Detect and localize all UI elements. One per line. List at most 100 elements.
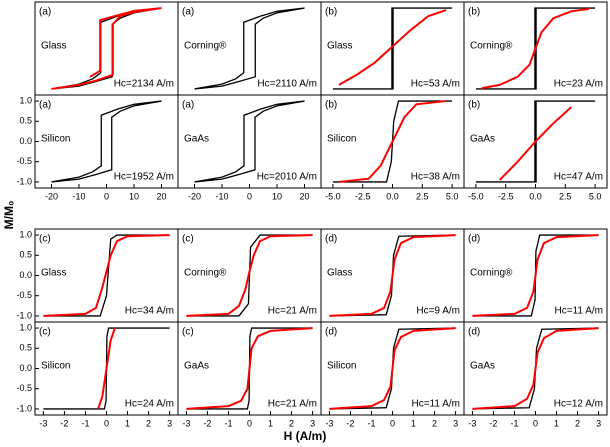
hysteresis-loop: [186, 234, 313, 317]
coercivity-label: Hc=38 A/m: [411, 172, 460, 183]
panel-label: (c): [39, 234, 51, 245]
coercivity-label: Hc=21 A/m: [268, 306, 317, 317]
x-tick-label: 0: [104, 418, 109, 428]
x-tick-label: 1: [268, 418, 273, 428]
x-tick-label: 5.0: [589, 191, 602, 201]
coercivity-label: Hc=1952 A/m: [114, 172, 174, 183]
sample-name: Corning®: [184, 41, 227, 52]
hysteresis-loop: [332, 7, 453, 90]
x-tick-label: 0: [390, 418, 395, 428]
x-tick-label: 0: [533, 418, 538, 428]
x-tick-label: 2: [146, 418, 151, 428]
x-tick-label: 20: [299, 191, 309, 201]
x-tick-label: -20: [45, 191, 58, 201]
x-tick-label: 2.5: [559, 191, 572, 201]
x-tick-label: 2: [575, 418, 580, 428]
x-tick-label: -1: [367, 418, 375, 428]
x-tick-label: -1: [81, 418, 89, 428]
hysteresis-loop: [97, 327, 116, 410]
coercivity-label: Hc=23 A/m: [554, 79, 603, 90]
hysteresis-loop: [499, 106, 572, 181]
hysteresis-loop: [329, 327, 456, 410]
x-tick-label: 3: [167, 418, 172, 428]
hysteresis-loop: [475, 7, 596, 90]
x-tick-label: 0: [247, 418, 252, 428]
sample-name: GaAs: [184, 361, 209, 372]
sample-name: Glass: [327, 268, 353, 279]
x-tick-label: 1: [554, 418, 559, 428]
y-tick-label: 0.0: [19, 136, 32, 146]
x-tick-label: 5.0: [446, 191, 459, 201]
panel-label: (a): [39, 7, 51, 18]
x-tick-label: -1: [510, 418, 518, 428]
x-tick-label: 10: [272, 191, 282, 201]
hysteresis-loop: [194, 7, 305, 90]
hysteresis-loop: [472, 327, 599, 410]
x-tick-label: 1: [125, 418, 130, 428]
hysteresis-loop: [472, 234, 599, 317]
coercivity-label: Hc=2134 A/m: [114, 79, 174, 90]
sample-name: GaAs: [470, 134, 495, 145]
x-tick-label: -3: [325, 418, 333, 428]
x-tick-label: 0.0: [386, 191, 399, 201]
x-tick-label: 10: [129, 191, 139, 201]
x-tick-label: 3: [310, 418, 315, 428]
hysteresis-loop: [338, 100, 447, 183]
y-tick-label: 0.5: [19, 116, 32, 126]
y-tick-label: 0.5: [19, 250, 32, 260]
coercivity-label: Hc=47 A/m: [554, 172, 603, 183]
sample-name: Silicon: [327, 361, 356, 372]
panel-label: (c): [182, 234, 194, 245]
x-tick-label: 0.0: [529, 191, 542, 201]
coercivity-label: Hc=24 A/m: [125, 399, 174, 410]
x-tick-label: -5.0: [468, 191, 484, 201]
x-tick-label: -3: [468, 418, 476, 428]
y-tick-label: -1.0: [16, 310, 32, 320]
coercivity-label: Hc=9 A/m: [416, 306, 460, 317]
y-tick-label: 1.0: [19, 322, 32, 332]
hysteresis-loop: [338, 9, 447, 86]
sample-name: Silicon: [41, 134, 70, 145]
hysteresis-loop: [43, 234, 170, 317]
panel-label: (c): [182, 327, 194, 338]
y-tick-label: 0.0: [19, 270, 32, 280]
coercivity-label: Hc=2010 A/m: [257, 172, 317, 183]
x-tick-label: 2: [289, 418, 294, 428]
x-tick-label: 1: [411, 418, 416, 428]
x-tick-label: -2.5: [355, 191, 371, 201]
hysteresis-loop: [475, 100, 596, 183]
hysteresis-loop: [186, 327, 313, 410]
x-tick-label: 3: [453, 418, 458, 428]
panel-label: (a): [39, 100, 51, 111]
hysteresis-loop: [481, 7, 590, 90]
hysteresis-loop: [329, 234, 456, 317]
x-tick-label: -2: [489, 418, 497, 428]
y-axis-title: M/M₀: [2, 201, 16, 230]
hysteresis-loop: [43, 234, 170, 317]
x-tick-label: -10: [215, 191, 228, 201]
x-tick-label: -10: [72, 191, 85, 201]
sample-name: Glass: [41, 268, 67, 279]
y-tick-label: 1.0: [19, 95, 32, 105]
y-tick-label: -0.5: [16, 156, 32, 166]
coercivity-label: Hc=12 A/m: [554, 399, 603, 410]
sample-name: Glass: [41, 41, 67, 52]
y-tick-label: 0.5: [19, 343, 32, 353]
x-tick-label: 2.5: [416, 191, 429, 201]
panel-label: (b): [325, 100, 337, 111]
x-tick-label: -2.5: [498, 191, 514, 201]
x-tick-label: -20: [188, 191, 201, 201]
sample-name: Corning®: [470, 41, 513, 52]
sample-name: GaAs: [470, 361, 495, 372]
x-tick-label: -3: [182, 418, 190, 428]
panel-label: (d): [325, 327, 337, 338]
sample-name: Glass: [327, 41, 353, 52]
panel-label: (a): [182, 7, 194, 18]
sample-name: Corning®: [470, 268, 513, 279]
hysteresis-loop: [51, 7, 162, 90]
x-tick-label: -1: [224, 418, 232, 428]
x-tick-label: 0: [247, 191, 252, 201]
x-tick-label: 0: [104, 191, 109, 201]
